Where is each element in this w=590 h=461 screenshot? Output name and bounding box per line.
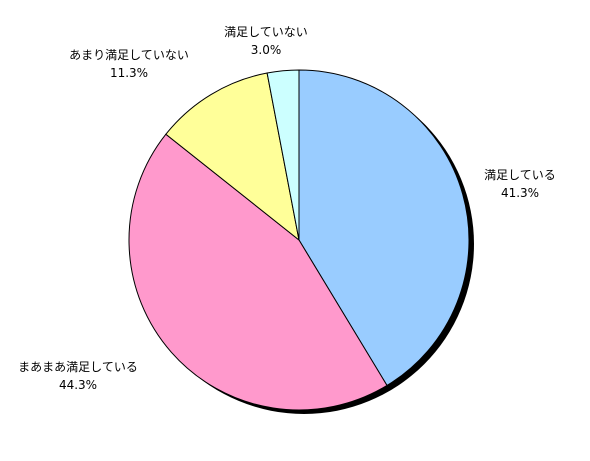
- slice-label-1: 満足している: [484, 168, 556, 182]
- pie-slice-4: [266, 69, 300, 241]
- pie-labels: 満足している 41.3% まあまあ満足している 44.3% あまり満足していない 11.3…: [18, 25, 556, 392]
- slice-label-3: あまり満足していない: [69, 48, 189, 62]
- slice-value-label-2: 44.3%: [59, 378, 97, 392]
- pie-slice-2: [128, 133, 388, 411]
- slice-value-label-4: 3.0%: [251, 43, 282, 57]
- slice-label-4: 満足していない: [224, 25, 308, 39]
- pie-slice-3: [165, 72, 300, 242]
- pie-slice-1: [298, 69, 470, 387]
- slice-label-2: まあまあ満足している: [18, 360, 138, 374]
- pie-slices: [128, 69, 470, 411]
- slice-value-label-1: 41.3%: [501, 186, 539, 200]
- slice-value-label-3: 11.3%: [110, 66, 148, 80]
